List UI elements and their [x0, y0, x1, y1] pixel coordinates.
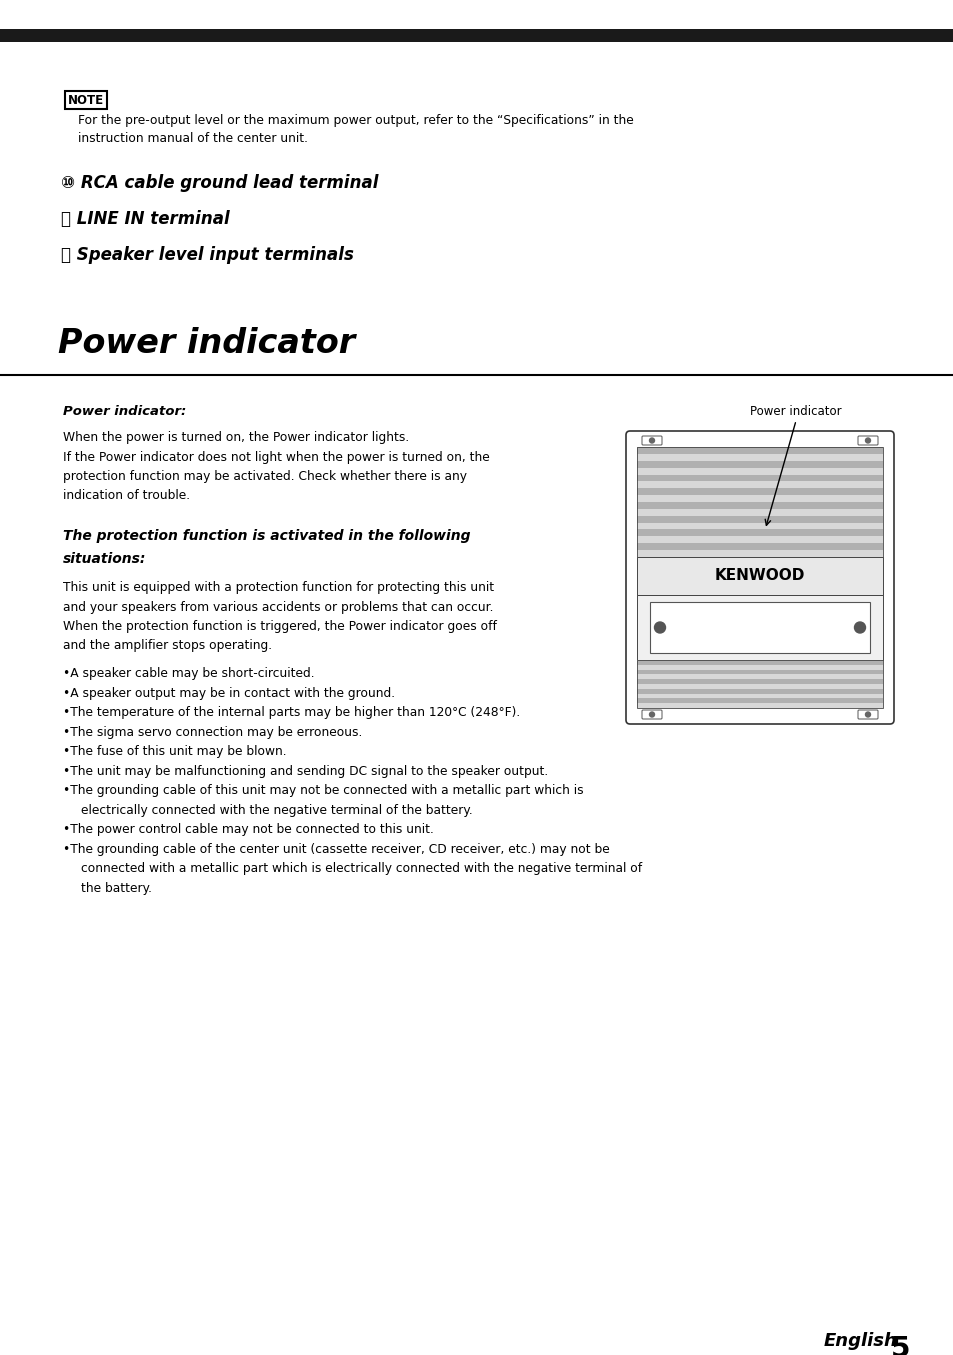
Text: ⑩ RCA cable ground lead terminal: ⑩ RCA cable ground lead terminal	[61, 173, 378, 192]
Circle shape	[864, 438, 869, 443]
Bar	[637, 660, 882, 665]
Bar	[649, 602, 869, 653]
Bar	[637, 447, 882, 557]
Text: Power indicator: Power indicator	[58, 327, 355, 360]
Text: KENWOOD: KENWOOD	[714, 569, 804, 584]
Text: ⑫ Speaker level input terminals: ⑫ Speaker level input terminals	[61, 247, 354, 264]
Text: If the Power indicator does not light when the power is turned on, the: If the Power indicator does not light wh…	[63, 450, 489, 463]
Text: 5: 5	[889, 1335, 909, 1355]
Text: •A speaker output may be in contact with the ground.: •A speaker output may be in contact with…	[63, 687, 395, 699]
Text: •The sigma servo connection may be erroneous.: •The sigma servo connection may be erron…	[63, 725, 362, 738]
Bar	[637, 537, 882, 543]
FancyBboxPatch shape	[857, 710, 877, 720]
Text: •The power control cable may not be connected to this unit.: •The power control cable may not be conn…	[63, 822, 434, 836]
Bar	[637, 660, 882, 709]
Bar	[637, 516, 882, 523]
Text: NOTE: NOTE	[68, 93, 104, 107]
Bar	[637, 684, 882, 688]
Bar	[637, 467, 882, 474]
Bar	[637, 495, 882, 501]
Circle shape	[854, 622, 864, 633]
Text: •The unit may be malfunctioning and sending DC signal to the speaker output.: •The unit may be malfunctioning and send…	[63, 764, 548, 778]
Bar	[637, 703, 882, 709]
Bar	[637, 454, 882, 461]
Bar	[637, 461, 882, 467]
Bar	[637, 474, 882, 481]
FancyBboxPatch shape	[641, 436, 661, 444]
Bar	[637, 488, 882, 495]
Text: electrically connected with the negative terminal of the battery.: electrically connected with the negative…	[81, 804, 473, 817]
Bar	[637, 669, 882, 675]
Bar	[637, 688, 882, 694]
Text: and your speakers from various accidents or problems that can occur.: and your speakers from various accidents…	[63, 600, 493, 614]
Text: connected with a metallic part which is electrically connected with the negative: connected with a metallic part which is …	[81, 862, 641, 875]
FancyBboxPatch shape	[625, 431, 893, 724]
Text: and the amplifier stops operating.: and the amplifier stops operating.	[63, 640, 272, 653]
Text: •The fuse of this unit may be blown.: •The fuse of this unit may be blown.	[63, 745, 286, 757]
Bar	[637, 543, 882, 550]
Text: instruction manual of the center unit.: instruction manual of the center unit.	[78, 131, 308, 145]
Text: This unit is equipped with a protection function for protecting this unit: This unit is equipped with a protection …	[63, 581, 494, 593]
Text: For the pre-output level or the maximum power output, refer to the “Specificatio: For the pre-output level or the maximum …	[78, 114, 633, 127]
Text: When the power is turned on, the Power indicator lights.: When the power is turned on, the Power i…	[63, 431, 409, 444]
Circle shape	[649, 438, 654, 443]
Circle shape	[864, 711, 869, 717]
FancyBboxPatch shape	[857, 436, 877, 444]
Text: The protection function is activated in the following: The protection function is activated in …	[63, 528, 470, 543]
Text: Power indicator:: Power indicator:	[63, 405, 186, 417]
Text: indication of trouble.: indication of trouble.	[63, 489, 190, 503]
Bar	[637, 665, 882, 669]
Bar	[637, 557, 882, 595]
Text: •The grounding cable of the center unit (cassette receiver, CD receiver, etc.) m: •The grounding cable of the center unit …	[63, 843, 609, 855]
Text: situations:: situations:	[63, 551, 146, 566]
Text: ⑪ LINE IN terminal: ⑪ LINE IN terminal	[61, 210, 230, 228]
Text: When the protection function is triggered, the Power indicator goes off: When the protection function is triggere…	[63, 621, 497, 633]
Bar	[637, 523, 882, 530]
Text: Power indicator: Power indicator	[750, 405, 841, 417]
Bar	[637, 509, 882, 516]
Text: English: English	[823, 1332, 897, 1350]
Bar	[637, 501, 882, 509]
Text: •The temperature of the internal parts may be higher than 120°C (248°F).: •The temperature of the internal parts m…	[63, 706, 519, 720]
Bar	[637, 530, 882, 537]
Bar	[0, 28, 953, 42]
Bar	[637, 595, 882, 660]
Bar	[637, 675, 882, 679]
Bar	[637, 694, 882, 698]
Bar	[637, 481, 882, 488]
FancyBboxPatch shape	[641, 710, 661, 720]
Bar	[637, 550, 882, 557]
Text: protection function may be activated. Check whether there is any: protection function may be activated. Ch…	[63, 470, 467, 482]
Circle shape	[649, 711, 654, 717]
Bar	[637, 698, 882, 703]
Text: the battery.: the battery.	[81, 882, 152, 894]
Text: •The grounding cable of this unit may not be connected with a metallic part whic: •The grounding cable of this unit may no…	[63, 785, 583, 797]
Text: •A speaker cable may be short-circuited.: •A speaker cable may be short-circuited.	[63, 667, 314, 680]
Bar	[637, 679, 882, 684]
Circle shape	[654, 622, 665, 633]
Bar	[637, 447, 882, 454]
